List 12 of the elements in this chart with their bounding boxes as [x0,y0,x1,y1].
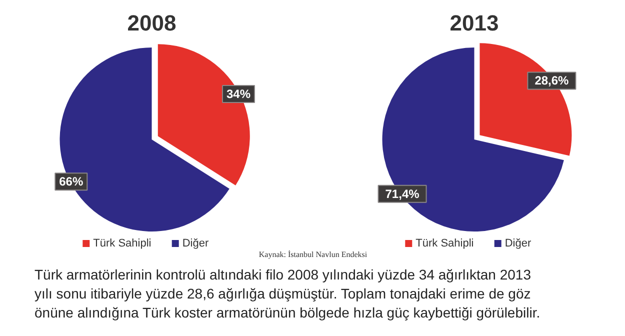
legend-label: Türk Sahipli [416,238,474,250]
legend-label: Türk Sahipli [93,238,152,250]
text: Kaynak: İstanbul Navlun Endeksi [258,250,368,259]
chart-title: 2008 [127,10,176,36]
data-label: 28,6% [534,74,570,88]
data-label: 71,4% [385,186,420,201]
data-label: 66% [59,174,84,189]
text: Türk armatörlerinin kontrolü altındaki filo 2008 yılındaki yüzde 34 ağırlıktan 2013 yılı sonu itibariyle yüzde 28,6 ağırlığa düşmüştür. Toplam tonajdaki erime de göz önüne alındığına Türk koster armatörünün bölgede hızla güç kaybettiği görülebilir. [34,266,540,320]
legend-label: Diğer [182,238,209,250]
chart-title: 2013 [450,10,499,36]
data-label: 34% [226,87,251,102]
legend-label: Diğer [504,238,532,250]
